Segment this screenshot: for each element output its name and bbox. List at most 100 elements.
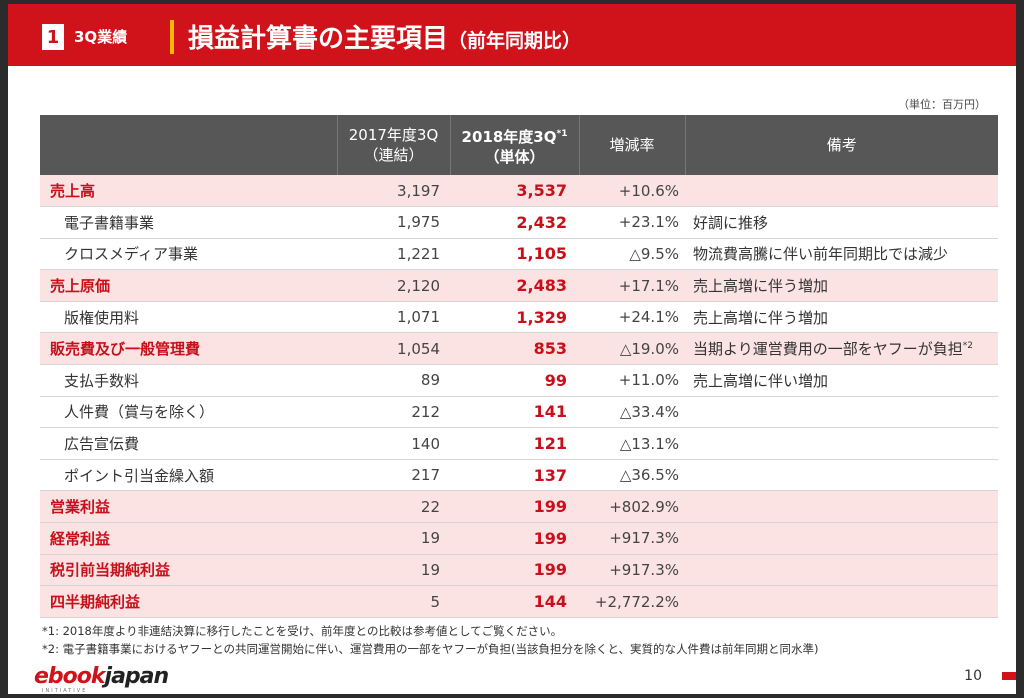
table-row: 電子書籍事業 1,975 2,432 +23.1% 好調に推移 — [40, 206, 998, 239]
row-item-label: 四半期純利益 — [40, 585, 337, 618]
row-change-rate: +2,772.2% — [579, 585, 685, 618]
row-cur-value: 199 — [450, 490, 579, 524]
col-cur-sublabel: （単体） — [484, 147, 545, 166]
row-cur-value: 1,105 — [450, 238, 579, 271]
footnote-2: *2: 電子書籍事業におけるヤフーとの共同運営開始に伴い、運営費用の一部をヤフー… — [42, 642, 819, 656]
row-note: 売上高増に伴う増加 — [685, 269, 998, 302]
col-prev-sublabel: （連結） — [363, 146, 424, 164]
row-prev-value: 1,054 — [337, 332, 450, 366]
row-note: 物流費高騰に伴い前年同期比では減少 — [685, 238, 998, 271]
row-prev-value: 5 — [337, 585, 450, 618]
section-label: 3Q業績 — [74, 28, 128, 46]
row-item-label: ポイント引当金繰入額 — [40, 459, 337, 492]
row-note: 売上高増に伴う増加 — [685, 301, 998, 334]
header-divider — [170, 20, 174, 54]
row-cur-value: 141 — [450, 396, 579, 429]
row-item-label: 人件費（賞与を除く） — [40, 396, 337, 429]
row-cur-value: 2,483 — [450, 269, 579, 302]
row-change-rate: +17.1% — [579, 269, 685, 302]
col-prev-header: 2017年度3Q （連結） — [337, 115, 451, 175]
ebookjapan-logo: ebookjapan — [34, 664, 170, 689]
row-prev-value: 1,975 — [337, 206, 450, 239]
row-item-label: 販売費及び一般管理費 — [40, 332, 337, 366]
row-cur-value: 121 — [450, 427, 579, 460]
table-row: 売上高 3,197 3,537 +10.6% — [40, 175, 998, 208]
table-row: 支払手数料 89 99 +11.0% 売上高増に伴い増加 — [40, 364, 998, 397]
col-cur-footnote-mark: *1 — [556, 128, 568, 139]
row-note — [685, 459, 998, 492]
row-item-label: クロスメディア事業 — [40, 238, 337, 271]
logo-tagline: INITIATIVE — [42, 688, 88, 694]
table-row: 販売費及び一般管理費 1,054 853 △19.0% 当期より運営費用の一部をヤフーが… — [40, 332, 998, 366]
row-note: 当期より運営費用の一部をヤフーが負担*2 — [685, 332, 998, 366]
row-prev-value: 1,071 — [337, 301, 450, 334]
page-title-sub: （前年同期比） — [448, 30, 582, 52]
row-change-rate: +10.6% — [579, 175, 685, 208]
row-prev-value: 212 — [337, 396, 450, 429]
row-note — [685, 490, 998, 524]
row-prev-value: 2,120 — [337, 269, 450, 302]
page-title: 損益計算書の主要項目（前年同期比） — [188, 18, 581, 55]
row-note — [685, 175, 998, 208]
row-cur-value: 199 — [450, 554, 579, 587]
col-cur-header: 2018年度3Q*1 （単体） — [450, 115, 580, 175]
row-note — [685, 427, 998, 460]
row-item-label: 電子書籍事業 — [40, 206, 337, 239]
col-prev-label: 2017年度3Q — [348, 126, 439, 144]
row-note — [685, 396, 998, 429]
page-number: 10 — [964, 668, 982, 684]
row-change-rate: △19.0% — [579, 332, 685, 366]
row-cur-value: 144 — [450, 585, 579, 618]
page-marker — [1002, 672, 1016, 680]
row-item-label: 支払手数料 — [40, 364, 337, 397]
row-item-label: 経常利益 — [40, 522, 337, 555]
col-item-header — [40, 115, 338, 175]
row-change-rate: +802.9% — [579, 490, 685, 524]
row-note — [685, 522, 998, 555]
row-item-label: 売上原価 — [40, 269, 337, 302]
row-prev-value: 19 — [337, 522, 450, 555]
row-prev-value: 3,197 — [337, 175, 450, 208]
row-change-rate: △36.5% — [579, 459, 685, 492]
row-prev-value: 140 — [337, 427, 450, 460]
row-note: 売上高増に伴い増加 — [685, 364, 998, 397]
row-change-rate: △13.1% — [579, 427, 685, 460]
row-note — [685, 585, 998, 618]
unit-note: （単位：百万円） — [898, 98, 986, 111]
row-note: 好調に推移 — [685, 206, 998, 239]
table-row: 四半期純利益 5 144 +2,772.2% — [40, 585, 998, 618]
table-row: 営業利益 22 199 +802.9% — [40, 490, 998, 524]
row-prev-value: 217 — [337, 459, 450, 492]
row-change-rate: +23.1% — [579, 206, 685, 239]
row-change-rate: △9.5% — [579, 238, 685, 271]
row-cur-value: 2,432 — [450, 206, 579, 239]
footnotes: *1: 2018年度より非連結決算に移行したことを受け、前年度との比較は参考値と… — [42, 622, 819, 658]
row-item-label: 売上高 — [40, 175, 337, 208]
col-cur-label: 2018年度3Q — [461, 127, 557, 146]
row-change-rate: +917.3% — [579, 522, 685, 555]
table-row: 広告宣伝費 140 121 △13.1% — [40, 427, 998, 460]
row-change-rate: +917.3% — [579, 554, 685, 587]
row-note-footnote-mark: *2 — [962, 341, 973, 352]
row-cur-value: 199 — [450, 522, 579, 555]
row-change-rate: △33.4% — [579, 396, 685, 429]
row-prev-value: 19 — [337, 554, 450, 587]
table-row: ポイント引当金繰入額 217 137 △36.5% — [40, 459, 998, 492]
row-item-label: 営業利益 — [40, 490, 337, 524]
col-note-header: 備考 — [685, 115, 998, 175]
row-cur-value: 1,329 — [450, 301, 579, 334]
row-change-rate: +24.1% — [579, 301, 685, 334]
row-cur-value: 853 — [450, 332, 579, 366]
table-row: 人件費（賞与を除く） 212 141 △33.4% — [40, 396, 998, 429]
row-item-label: 広告宣伝費 — [40, 427, 337, 460]
table-row: 売上原価 2,120 2,483 +17.1% 売上高増に伴う増加 — [40, 269, 998, 302]
row-item-label: 版権使用料 — [40, 301, 337, 334]
logo-japan: japan — [104, 664, 170, 689]
row-prev-value: 1,221 — [337, 238, 450, 271]
table-row: 版権使用料 1,071 1,329 +24.1% 売上高増に伴う増加 — [40, 301, 998, 334]
row-cur-value: 99 — [450, 364, 579, 397]
col-change-header: 増減率 — [579, 115, 686, 175]
section-number: 1 — [42, 24, 64, 50]
table-header-row: 2017年度3Q （連結） 2018年度3Q*1 （単体） 増減率 備考 — [40, 115, 998, 175]
table-row: 税引前当期純利益 19 199 +917.3% — [40, 554, 998, 587]
